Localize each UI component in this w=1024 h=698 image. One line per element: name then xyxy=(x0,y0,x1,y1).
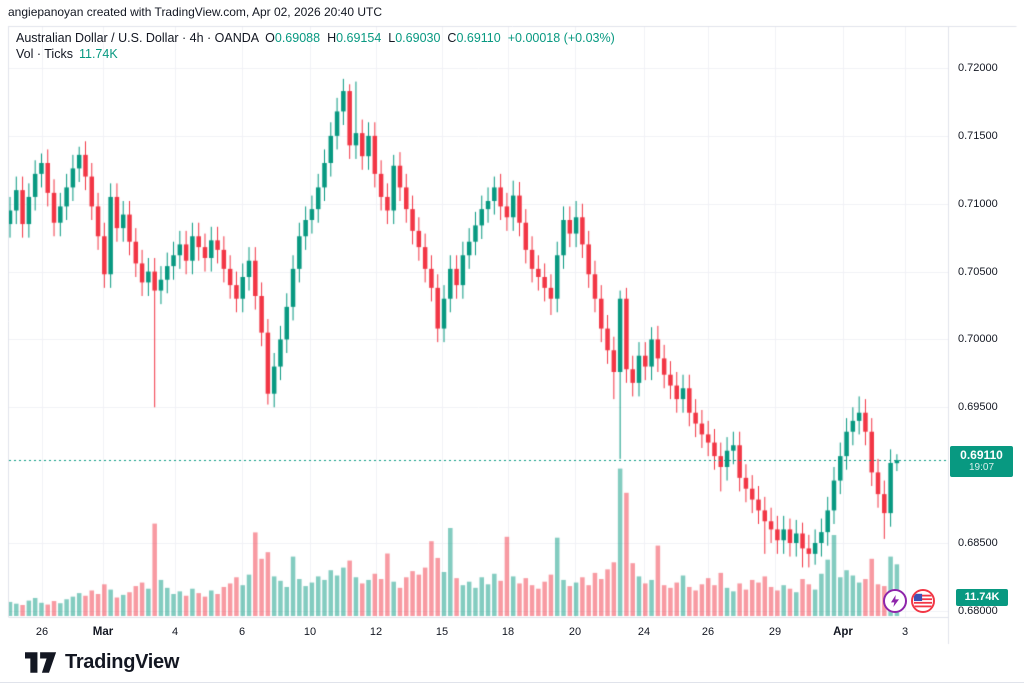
last-price-value: 0.69110 xyxy=(960,448,1003,462)
ohlc-close: C0.69110 xyxy=(447,31,501,45)
us-flag-icon xyxy=(914,592,932,610)
volume-badge: 11.74K xyxy=(956,589,1008,606)
time-axis-label: 10 xyxy=(303,626,317,638)
time-axis-label: 4 xyxy=(171,626,179,638)
price-axis-label: 0.68000 xyxy=(958,604,998,617)
price-axis-label: 0.69500 xyxy=(958,401,998,414)
time-axis-label: 18 xyxy=(501,626,515,638)
time-axis-label: Apr xyxy=(833,626,853,638)
ohlc-high: H0.69154 xyxy=(327,31,382,45)
tradingview-logo-text: TradingView xyxy=(65,651,180,673)
last-price-badge: 0.69110 19:07 xyxy=(950,446,1013,477)
ohlc-open: O0.69088 xyxy=(265,31,321,45)
economic-event-lightning-icon[interactable] xyxy=(883,589,907,613)
lightning-icon xyxy=(891,595,899,607)
legend-row-symbol: Australian Dollar / U.S. Dollar · 4h · O… xyxy=(16,30,615,46)
time-axis-label: 26 xyxy=(701,626,715,638)
symbol-title[interactable]: Australian Dollar / U.S. Dollar · 4h · O… xyxy=(16,31,260,45)
price-axis-label: 0.71000 xyxy=(958,197,998,210)
price-change: +0.00018 (+0.03%) xyxy=(507,31,615,45)
footer-divider xyxy=(0,682,1024,683)
volume-study-value: 11.74K xyxy=(78,47,118,61)
time-axis-label: 20 xyxy=(568,626,582,638)
time-axis-label: 3 xyxy=(901,626,909,638)
tradingview-logo[interactable]: TradingView xyxy=(25,650,179,675)
price-axis-label: 0.70000 xyxy=(958,333,998,346)
symbol-legend: Australian Dollar / U.S. Dollar · 4h · O… xyxy=(16,30,615,62)
time-axis-label: 26 xyxy=(35,626,49,638)
price-axis-label: 0.70500 xyxy=(958,265,998,278)
price-axis-label: 0.68500 xyxy=(958,536,998,549)
ohlc-low: L0.69030 xyxy=(388,31,441,45)
price-axis-label: 0.72000 xyxy=(958,62,998,74)
time-axis-label: 6 xyxy=(238,626,246,638)
volume-study-label[interactable]: Vol · Ticks xyxy=(16,47,73,61)
tradingview-mark-icon xyxy=(25,652,57,673)
time-axis-label: 15 xyxy=(435,626,449,638)
time-axis-label: Mar xyxy=(92,626,114,638)
economic-event-us-flag-icon[interactable] xyxy=(911,589,935,613)
attribution-text: angiepanoyan created with TradingView.co… xyxy=(8,5,383,19)
time-axis-label: 24 xyxy=(637,626,651,638)
bar-countdown: 19:07 xyxy=(968,462,995,473)
time-axis-label: 12 xyxy=(369,626,383,638)
legend-row-volume: Vol · Ticks 11.74K xyxy=(16,46,615,62)
time-axis-label: 29 xyxy=(768,626,782,638)
price-axis-label: 0.71500 xyxy=(958,129,998,142)
